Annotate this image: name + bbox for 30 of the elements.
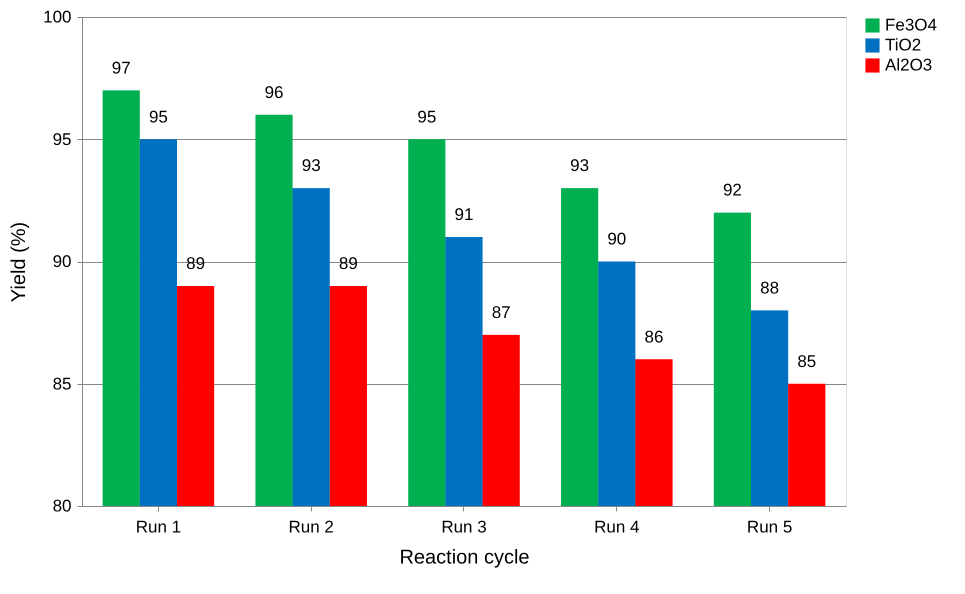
y-tick-label: 100	[43, 8, 72, 26]
x-axis-title: Reaction cycle	[399, 546, 530, 568]
data-label: 91	[454, 205, 474, 224]
data-label: 89	[338, 254, 358, 273]
data-label: 97	[112, 58, 131, 78]
data-label: 93	[570, 156, 590, 176]
y-tick-label: 95	[52, 130, 72, 149]
data-label: 86	[644, 327, 664, 346]
data-label: 85	[797, 352, 816, 371]
data-label: 95	[417, 107, 436, 126]
y-tick-label: 85	[52, 374, 72, 394]
x-tick-label: Run 3	[441, 518, 487, 536]
data-label: 87	[492, 302, 511, 322]
x-tick-label: Run 4	[594, 518, 640, 536]
legend-label: TiO2	[885, 36, 922, 54]
legend-label: Fe3O4	[885, 16, 937, 34]
data-label: 89	[186, 254, 206, 273]
x-tick-label: Run 1	[136, 518, 182, 536]
y-axis-title: Yield (%)	[8, 222, 30, 302]
data-label: 96	[264, 82, 284, 102]
y-tick-label: 90	[52, 252, 72, 271]
legend-label: Al2O3	[885, 56, 932, 74]
data-label: 92	[722, 180, 742, 200]
data-label: 93	[302, 156, 321, 176]
data-label: 95	[148, 107, 168, 126]
data-label: 90	[607, 230, 626, 248]
x-tick-label: Run 2	[288, 518, 334, 536]
data-label: 88	[760, 278, 780, 298]
x-tick-label: Run 5	[746, 518, 792, 536]
y-tick-label: 80	[52, 496, 72, 516]
